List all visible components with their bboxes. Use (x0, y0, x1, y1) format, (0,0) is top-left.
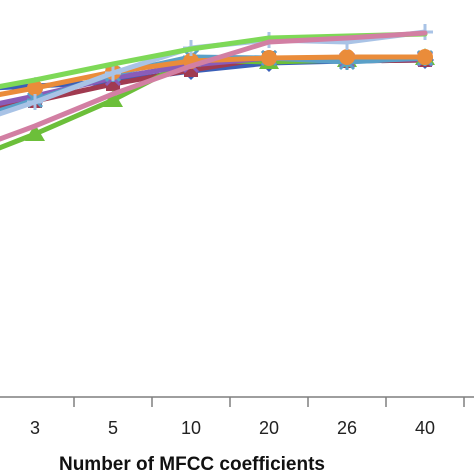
x-axis-title: Number of MFCC coefficients (59, 454, 325, 474)
data-point-marker (103, 90, 123, 107)
x-tick-label: 26 (337, 418, 357, 438)
x-axis-tick-labels: 3 5 10 20 26 40 (30, 418, 435, 438)
data-point-marker (339, 49, 355, 65)
data-point-marker (417, 49, 433, 65)
x-tick-label: 5 (108, 418, 118, 438)
x-tick-label: 20 (259, 418, 279, 438)
data-point-marker (27, 94, 43, 110)
data-point-marker (27, 80, 43, 96)
series-9 (0, 30, 428, 142)
plot-area (0, 24, 435, 151)
data-point-marker (261, 50, 277, 66)
x-axis-ticks (73, 397, 465, 407)
x-tick-label: 10 (181, 418, 201, 438)
series-line (0, 30, 428, 142)
data-point-marker (105, 65, 121, 81)
data-point-marker (25, 124, 45, 141)
x-tick-label: 40 (415, 418, 435, 438)
x-tick-label: 3 (30, 418, 40, 438)
